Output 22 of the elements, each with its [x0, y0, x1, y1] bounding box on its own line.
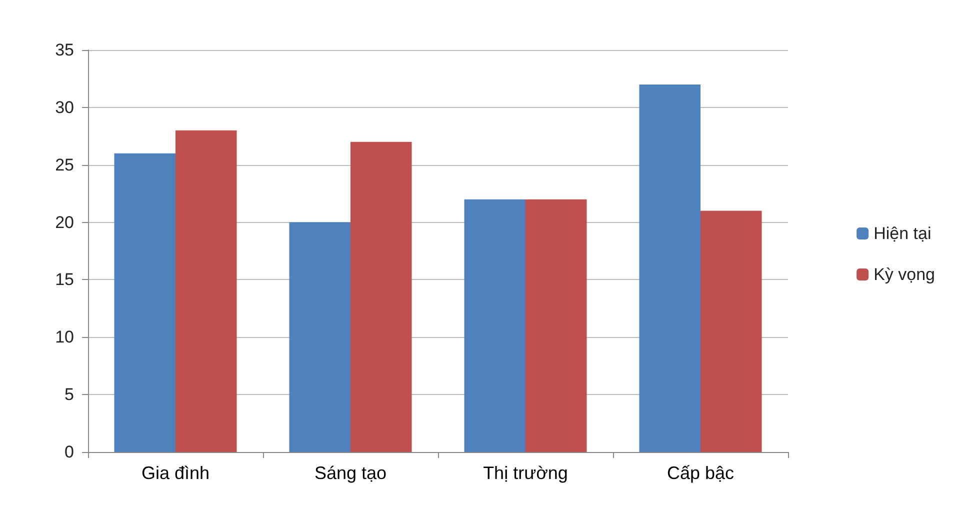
bar: [700, 210, 762, 452]
legend-label: Kỳ vọng: [874, 265, 936, 284]
bar: [350, 142, 412, 452]
x-tick-label: Thị trường: [483, 463, 568, 483]
y-tick-label: 20: [55, 212, 74, 232]
bar: [114, 153, 176, 452]
legend-label: Hiện tại: [874, 224, 932, 243]
bar: [176, 130, 237, 452]
y-tick-label: 35: [55, 40, 74, 60]
bar: [289, 222, 350, 452]
y-tick-label: 5: [64, 385, 74, 404]
y-tick-label: 30: [55, 98, 74, 117]
x-tick-label: Cấp bậc: [666, 463, 734, 483]
bar: [526, 199, 587, 452]
y-tick-label: 10: [55, 328, 74, 347]
y-tick-label: 15: [55, 270, 74, 290]
x-tick-label: Sáng tạo: [314, 463, 387, 483]
y-tick-label: 0: [64, 442, 74, 462]
x-tick-label: Gia đình: [141, 463, 210, 483]
bar: [639, 84, 700, 452]
bar: [464, 199, 526, 452]
y-tick-label: 25: [55, 155, 74, 174]
